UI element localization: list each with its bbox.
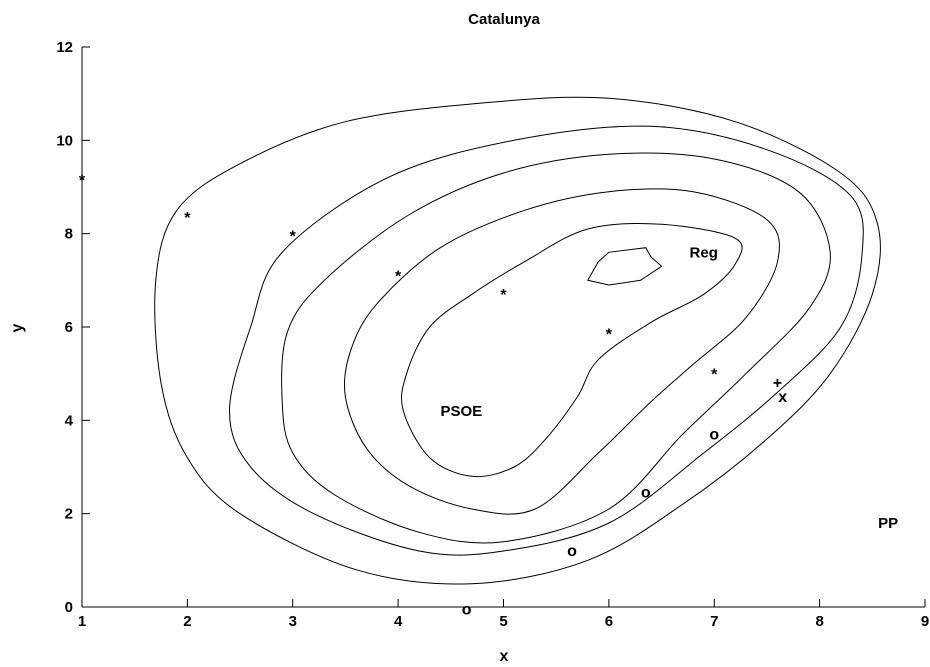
data-point-marker: o: [641, 485, 651, 502]
x-tick-label: 4: [394, 613, 403, 630]
data-point-marker: *: [184, 210, 191, 227]
annotation-label: PP: [878, 515, 898, 532]
data-point-marker: x: [778, 389, 787, 406]
data-point-marker: *: [711, 366, 718, 383]
x-tick-label: 7: [710, 613, 718, 630]
data-point-marker: o: [709, 426, 719, 443]
x-axis-label: x: [500, 648, 509, 665]
data-markers: * * * * * * * o o o o +x: [79, 173, 787, 619]
x-tick-label: 3: [289, 613, 297, 630]
x-tick-label: 5: [499, 613, 507, 630]
contour-line: [401, 222, 743, 478]
data-point-marker: *: [500, 287, 507, 304]
y-tick-label: 8: [65, 226, 73, 243]
chart-title: Catalunya: [468, 11, 540, 28]
y-tick-label: 12: [56, 39, 73, 56]
contour-line: [281, 152, 831, 544]
data-point-marker: *: [395, 268, 402, 285]
y-tick-label: 2: [65, 506, 73, 523]
data-point-marker: +: [773, 375, 782, 392]
x-tick-label: 9: [921, 613, 929, 630]
contour-line: [154, 96, 881, 585]
contour-line: [343, 188, 780, 515]
data-point-marker: o: [462, 601, 472, 618]
contour-lines: [154, 96, 881, 585]
data-point-marker: *: [79, 173, 86, 190]
axes: [81, 46, 926, 608]
x-tick-label: 8: [815, 613, 823, 630]
annotation-label: Reg: [690, 244, 718, 261]
y-tick-label: 4: [65, 412, 74, 429]
x-tick-label: 2: [183, 613, 191, 630]
y-tick-label: 6: [65, 319, 73, 336]
data-point-marker: o: [567, 543, 577, 560]
data-point-marker: *: [606, 327, 613, 344]
data-point-marker: *: [290, 229, 297, 246]
contour-line: [587, 247, 663, 286]
y-tick-label: 0: [65, 599, 73, 616]
y-tick-label: 10: [56, 132, 73, 149]
x-tick-label: 1: [78, 613, 86, 630]
contour-line: [228, 125, 864, 556]
annotation-label: PSOE: [441, 403, 483, 420]
x-tick-label: 6: [605, 613, 613, 630]
y-axis-label: y: [9, 323, 26, 332]
annotations: Reg PSOE PP: [441, 244, 899, 532]
